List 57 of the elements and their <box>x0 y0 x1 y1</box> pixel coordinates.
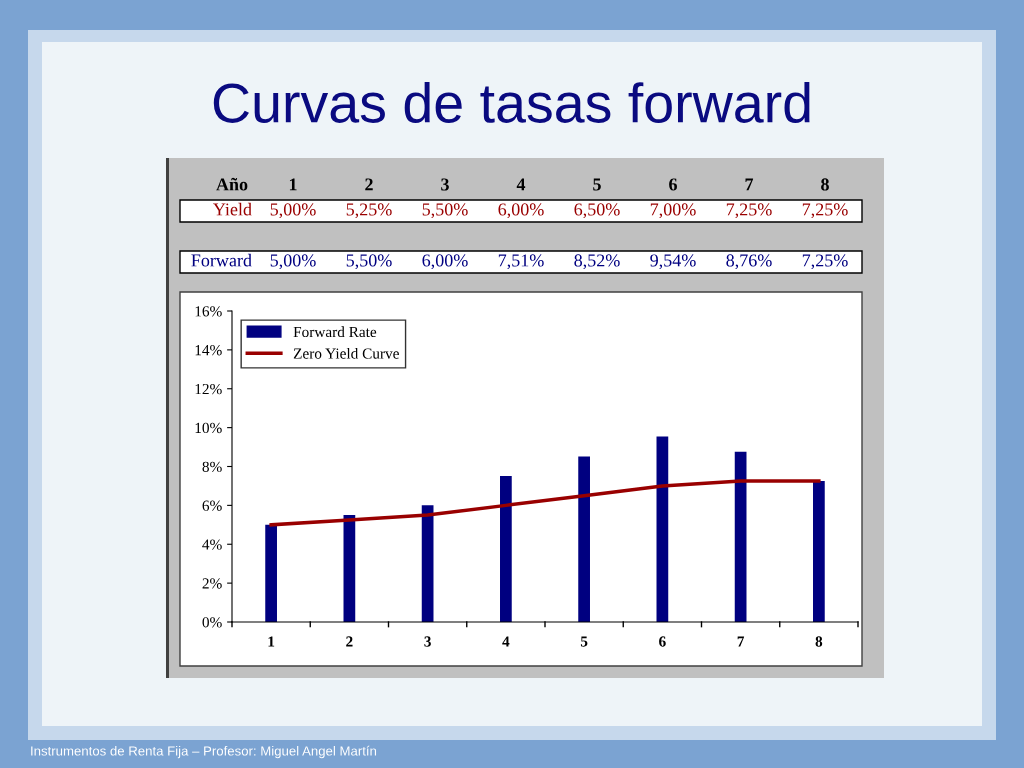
y-tick-label: 4% <box>202 539 222 550</box>
chart-title: Curvas de tasas forward <box>213 82 810 123</box>
category-label: 5 <box>593 178 601 191</box>
data-label: 7,25% <box>726 203 772 219</box>
bar <box>578 456 590 622</box>
text: Instrumentos de Renta Fija – Profesor: Miguel Angel Martín <box>31 745 377 759</box>
data-label: 7,00% <box>650 203 696 219</box>
bar <box>343 515 356 622</box>
legend-label: Forward Rate <box>293 326 377 338</box>
x-tick-label: 3 <box>424 636 431 647</box>
x-tick-label: 2 <box>346 636 353 647</box>
x-tick-label: 4 <box>502 636 510 647</box>
y-tick-label: 14% <box>195 345 222 356</box>
data-label: 5,25% <box>346 203 392 219</box>
line-series <box>269 479 821 527</box>
x-tick-label: 8 <box>815 636 823 647</box>
y-tick-label: 16% <box>195 306 222 317</box>
y-tick-label: 10% <box>195 422 222 434</box>
data-label: 5,00% <box>270 254 316 270</box>
category-label: 8 <box>821 178 829 191</box>
data-label: 6,50% <box>574 203 620 219</box>
category-label: 2 <box>365 178 373 191</box>
bar <box>421 505 434 622</box>
category-label: 1 <box>289 178 297 191</box>
text: Año <box>216 177 248 191</box>
bar <box>734 451 747 622</box>
data-label: 9,54% <box>650 254 696 270</box>
x-tick-label: 1 <box>268 636 275 647</box>
data-label: 8,76% <box>726 254 772 270</box>
data-label: 6,00% <box>422 254 468 270</box>
y-tick-label: 12% <box>195 383 222 395</box>
category-label: 7 <box>745 178 754 191</box>
data-label: 5,50% <box>346 254 392 270</box>
legend-label: Zero Yield Curve <box>293 347 399 359</box>
text: Forward <box>191 253 252 267</box>
bar <box>500 476 512 622</box>
data-label: 8,52% <box>574 254 620 270</box>
data-label: 6,00% <box>498 203 544 219</box>
category-label: 3 <box>441 178 449 191</box>
data-label: 5,50% <box>422 203 468 219</box>
category-label: 4 <box>516 178 526 191</box>
x-tick-label: 5 <box>580 636 588 647</box>
data-label: 7,51% <box>498 254 544 270</box>
bar <box>265 524 277 622</box>
y-tick-label: 8% <box>202 461 222 472</box>
data-label: 7,25% <box>802 254 848 270</box>
y-tick-label: 6% <box>202 500 222 511</box>
y-tick-label: 0% <box>202 617 222 628</box>
y-tick-label: 2% <box>202 578 222 589</box>
category-label: 6 <box>669 178 677 191</box>
bar <box>813 481 825 622</box>
x-tick-label: 6 <box>659 636 666 647</box>
text: Yield <box>213 202 252 216</box>
bar <box>656 436 669 622</box>
data-label: 5,00% <box>270 203 316 219</box>
x-tick-label: 7 <box>737 636 745 647</box>
data-label: 7,25% <box>802 203 848 219</box>
